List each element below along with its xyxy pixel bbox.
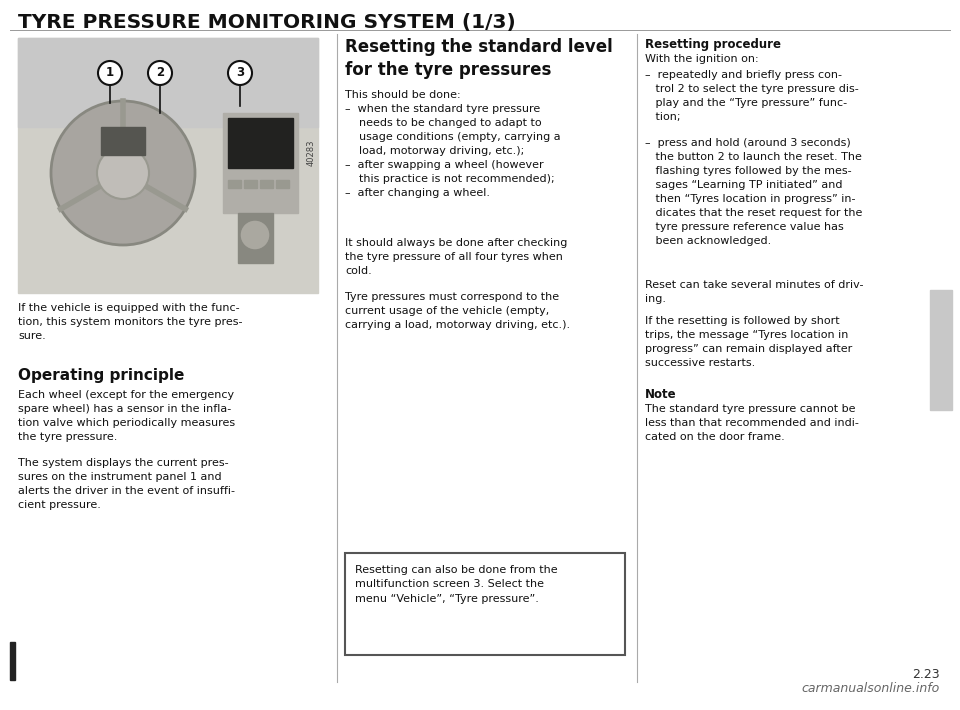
- Text: –  repeatedly and briefly press con-
   trol 2 to select the tyre pressure dis-
: – repeatedly and briefly press con- trol…: [645, 70, 859, 122]
- Circle shape: [240, 220, 270, 250]
- Bar: [276, 180, 289, 188]
- Bar: [223, 113, 298, 213]
- Text: The standard tyre pressure cannot be
less than that recommended and indi-
cated : The standard tyre pressure cannot be les…: [645, 404, 859, 442]
- Circle shape: [97, 147, 149, 199]
- Text: 2: 2: [156, 67, 164, 80]
- Text: This should be done:
–  when the standard tyre pressure
    needs to be changed : This should be done: – when the standard…: [345, 90, 561, 198]
- Text: 3: 3: [236, 67, 244, 80]
- Text: Reset can take several minutes of driv-
ing.: Reset can take several minutes of driv- …: [645, 280, 863, 304]
- Text: 2.23: 2.23: [912, 668, 940, 681]
- Bar: [228, 118, 293, 168]
- Bar: [244, 180, 257, 188]
- Text: It should always be done after checking
the tyre pressure of all four tyres when: It should always be done after checking …: [345, 238, 567, 276]
- Text: Resetting procedure: Resetting procedure: [645, 38, 781, 51]
- Bar: [345, 553, 625, 655]
- Text: Resetting the standard level
for the tyre pressures: Resetting the standard level for the tyr…: [345, 38, 612, 79]
- Bar: [930, 290, 952, 410]
- Text: TYRE PRESSURE MONITORING SYSTEM (1/3): TYRE PRESSURE MONITORING SYSTEM (1/3): [18, 13, 516, 32]
- Text: If the resetting is followed by short
trips, the message “Tyres location in
prog: If the resetting is followed by short tr…: [645, 316, 852, 368]
- Bar: [260, 180, 273, 188]
- Text: If the vehicle is equipped with the func-
tion, this system monitors the tyre pr: If the vehicle is equipped with the func…: [18, 303, 243, 341]
- Text: Operating principle: Operating principle: [18, 368, 184, 383]
- Text: Resetting can also be done from the
multifunction screen 3. Select the
menu “Veh: Resetting can also be done from the mult…: [355, 565, 558, 604]
- Text: –  press and hold (around 3 seconds)
   the button 2 to launch the reset. The
  : – press and hold (around 3 seconds) the …: [645, 138, 862, 246]
- Text: carmanualsonline.info: carmanualsonline.info: [802, 682, 940, 695]
- Text: Tyre pressures must correspond to the
current usage of the vehicle (empty,
carry: Tyre pressures must correspond to the cu…: [345, 292, 570, 330]
- Text: Note: Note: [645, 388, 677, 401]
- Text: With the ignition on:: With the ignition on:: [645, 54, 758, 64]
- Circle shape: [228, 61, 252, 85]
- Text: The system displays the current pres-
sures on the instrument panel 1 and
alerts: The system displays the current pres- su…: [18, 458, 235, 510]
- Text: Each wheel (except for the emergency
spare wheel) has a sensor in the infla-
tio: Each wheel (except for the emergency spa…: [18, 390, 235, 442]
- Circle shape: [98, 61, 122, 85]
- Bar: [18, 38, 318, 127]
- Bar: [101, 127, 145, 155]
- Bar: [238, 213, 273, 263]
- Bar: [18, 38, 318, 293]
- Bar: [228, 180, 241, 188]
- Circle shape: [51, 101, 195, 245]
- Circle shape: [148, 61, 172, 85]
- Text: 40283: 40283: [307, 139, 316, 166]
- Bar: [10, 642, 15, 680]
- Text: 1: 1: [106, 67, 114, 80]
